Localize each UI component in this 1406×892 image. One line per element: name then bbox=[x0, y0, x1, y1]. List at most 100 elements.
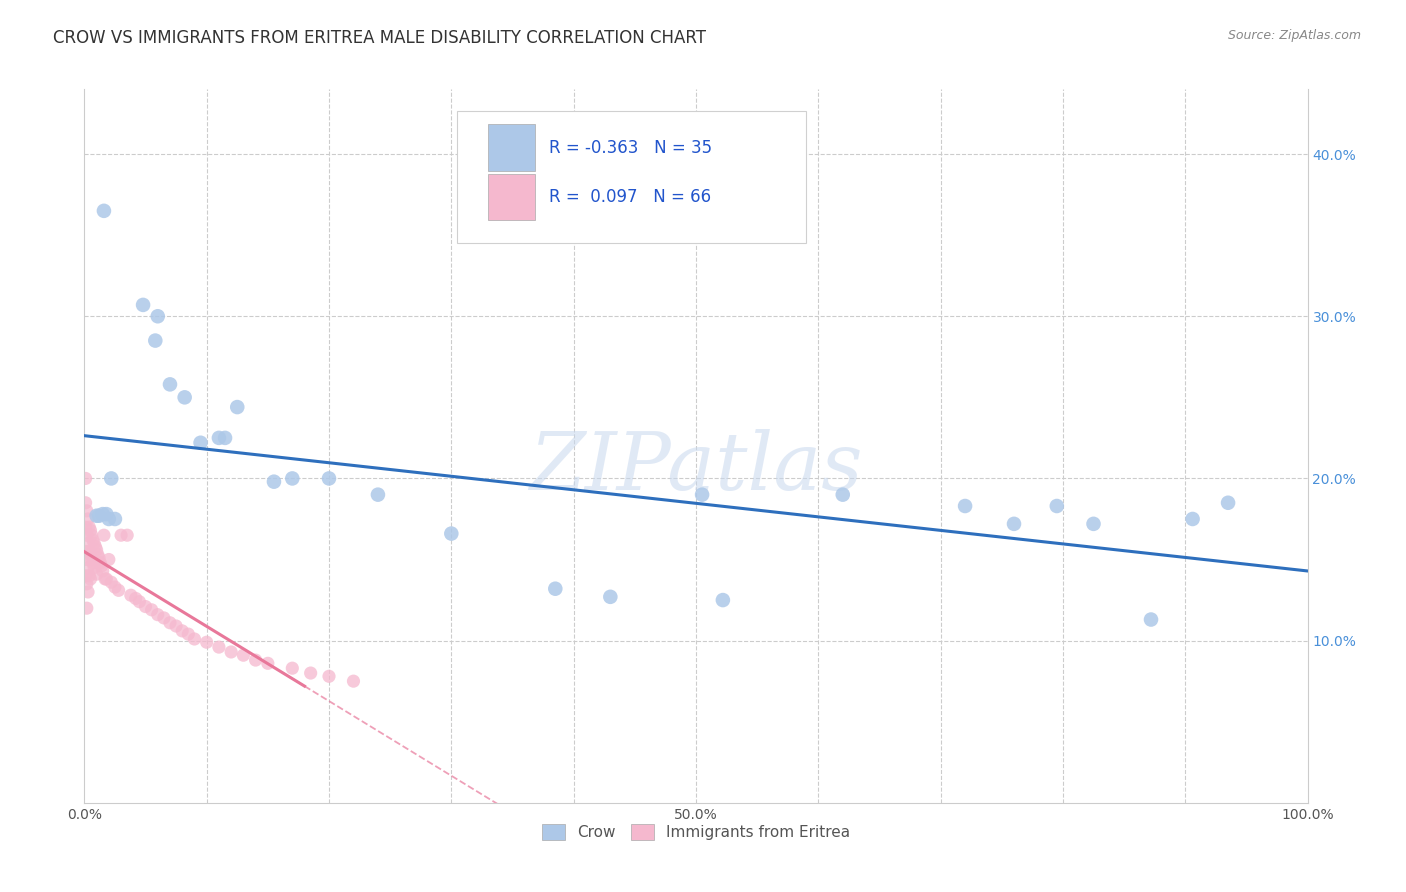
Point bbox=[342, 674, 364, 689]
Point bbox=[120, 588, 142, 602]
Point bbox=[257, 657, 280, 671]
Point bbox=[132, 298, 155, 312]
Point bbox=[143, 334, 166, 348]
Point bbox=[953, 499, 976, 513]
Point bbox=[75, 471, 97, 485]
Point bbox=[831, 488, 853, 502]
Point bbox=[86, 567, 108, 582]
Point bbox=[94, 572, 117, 586]
Point bbox=[1216, 496, 1239, 510]
Point bbox=[77, 520, 100, 534]
Point bbox=[245, 653, 267, 667]
Point bbox=[86, 508, 108, 523]
Point bbox=[159, 377, 181, 392]
Point bbox=[89, 556, 111, 570]
Point bbox=[226, 400, 249, 414]
Point bbox=[1140, 613, 1163, 627]
Point bbox=[232, 648, 254, 663]
Point bbox=[146, 310, 169, 324]
Point bbox=[367, 488, 389, 502]
Text: CROW VS IMMIGRANTS FROM ERITREA MALE DISABILITY CORRELATION CHART: CROW VS IMMIGRANTS FROM ERITREA MALE DIS… bbox=[53, 29, 706, 46]
Point bbox=[75, 520, 97, 534]
Point bbox=[173, 390, 195, 404]
Point bbox=[77, 568, 100, 582]
Legend: Crow, Immigrants from Eritrea: Crow, Immigrants from Eritrea bbox=[536, 818, 856, 847]
Point bbox=[83, 536, 105, 550]
Point bbox=[183, 632, 205, 646]
Text: Source: ZipAtlas.com: Source: ZipAtlas.com bbox=[1227, 29, 1361, 42]
Point bbox=[153, 611, 176, 625]
Point bbox=[1002, 516, 1025, 531]
Text: R = -0.363   N = 35: R = -0.363 N = 35 bbox=[550, 138, 713, 156]
Point bbox=[75, 568, 97, 582]
Point bbox=[82, 533, 104, 547]
Text: ZIPatlas: ZIPatlas bbox=[529, 429, 863, 506]
Point bbox=[83, 560, 105, 574]
FancyBboxPatch shape bbox=[488, 174, 534, 220]
Point bbox=[77, 560, 100, 574]
Point bbox=[177, 627, 200, 641]
Point bbox=[75, 496, 97, 510]
Point bbox=[79, 548, 101, 562]
Point bbox=[91, 564, 114, 578]
Point bbox=[544, 582, 567, 596]
Point bbox=[80, 528, 103, 542]
Point bbox=[76, 504, 98, 518]
FancyBboxPatch shape bbox=[488, 124, 534, 170]
Point bbox=[711, 593, 734, 607]
Point bbox=[87, 550, 110, 565]
Point bbox=[110, 528, 132, 542]
Point bbox=[104, 580, 127, 594]
Point bbox=[141, 603, 163, 617]
Point bbox=[1046, 499, 1069, 513]
Point bbox=[104, 512, 127, 526]
Point bbox=[159, 615, 181, 630]
Point bbox=[80, 552, 103, 566]
Point bbox=[100, 471, 122, 485]
Point bbox=[90, 559, 112, 574]
Point bbox=[318, 669, 340, 683]
Point bbox=[79, 524, 101, 538]
Point bbox=[76, 577, 98, 591]
Point bbox=[93, 528, 115, 542]
Point bbox=[1083, 516, 1105, 531]
Point bbox=[107, 583, 129, 598]
Point bbox=[97, 552, 120, 566]
Point bbox=[77, 544, 100, 558]
Point bbox=[79, 572, 101, 586]
Point bbox=[125, 591, 148, 606]
Point bbox=[77, 585, 100, 599]
Point bbox=[115, 528, 138, 542]
Point bbox=[84, 540, 107, 554]
Point bbox=[135, 599, 157, 614]
Point bbox=[165, 619, 187, 633]
Point bbox=[146, 607, 169, 622]
Point bbox=[440, 526, 463, 541]
Point bbox=[281, 471, 304, 485]
Point bbox=[172, 624, 194, 638]
Point bbox=[190, 435, 212, 450]
Point bbox=[599, 590, 621, 604]
Point bbox=[208, 431, 231, 445]
Point bbox=[76, 601, 98, 615]
Point bbox=[281, 661, 304, 675]
Text: R =  0.097   N = 66: R = 0.097 N = 66 bbox=[550, 188, 711, 206]
Point bbox=[77, 512, 100, 526]
Point bbox=[82, 556, 104, 570]
Point bbox=[91, 507, 114, 521]
Point bbox=[97, 512, 120, 526]
Point bbox=[86, 542, 108, 557]
Point bbox=[299, 666, 322, 681]
Point bbox=[87, 508, 110, 523]
Point bbox=[195, 635, 218, 649]
Point bbox=[87, 548, 110, 562]
Point bbox=[77, 536, 100, 550]
Point bbox=[208, 640, 231, 654]
Point bbox=[75, 544, 97, 558]
Point bbox=[93, 203, 115, 218]
Point bbox=[100, 575, 122, 590]
Point bbox=[76, 552, 98, 566]
Point bbox=[76, 528, 98, 542]
Point bbox=[263, 475, 285, 489]
Point bbox=[128, 595, 150, 609]
